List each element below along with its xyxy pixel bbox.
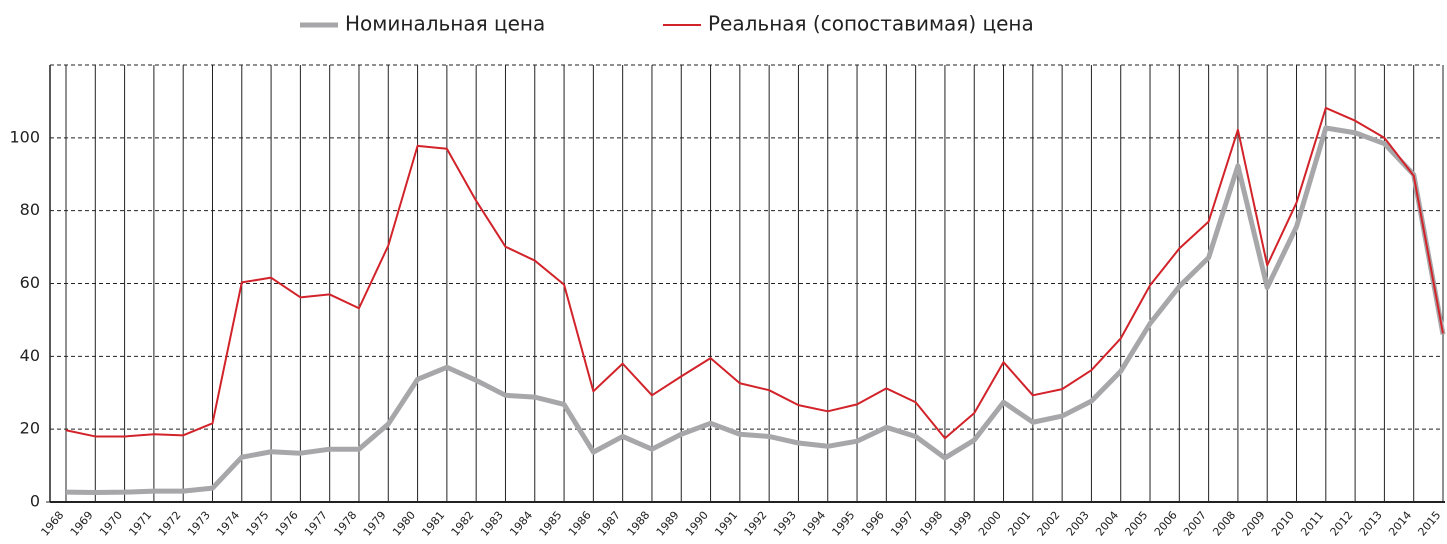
x-tick-label: 2006 <box>1152 509 1180 539</box>
x-tick-label: 1972 <box>156 509 184 539</box>
x-tick-label: 1998 <box>917 509 945 539</box>
x-tick-label: 1989 <box>654 509 682 539</box>
y-tick-label: 20 <box>20 419 40 438</box>
x-tick-label: 1970 <box>97 509 125 539</box>
x-tick-label: 1975 <box>244 509 272 539</box>
x-tick-label: 1973 <box>185 509 213 539</box>
x-tick-label: 1977 <box>302 509 330 539</box>
x-tick-label: 2009 <box>1240 509 1268 539</box>
x-tick-label: 2015 <box>1415 509 1443 539</box>
x-tick-label: 1990 <box>683 509 711 539</box>
x-tick-label: 2004 <box>1093 509 1121 539</box>
x-tick-label: 2008 <box>1210 509 1238 539</box>
x-tick-label: 1983 <box>478 509 506 539</box>
x-tick-label: 1974 <box>214 509 242 539</box>
y-tick-label: 60 <box>20 273 40 292</box>
series-line <box>65 106 1444 440</box>
x-tick-label: 1976 <box>273 509 301 539</box>
x-tick-label: 2000 <box>976 509 1004 539</box>
x-tick-label: 1981 <box>419 509 447 539</box>
x-tick-label: 1997 <box>888 509 916 539</box>
x-tick-label: 2014 <box>1386 509 1414 539</box>
series-line <box>65 125 1446 496</box>
x-tick-label: 1988 <box>624 509 652 539</box>
x-tick-label: 2013 <box>1357 509 1385 539</box>
x-tick-label: 2005 <box>1122 509 1150 539</box>
y-tick-label: 0 <box>30 492 40 511</box>
x-tick-label: 1978 <box>331 509 359 539</box>
legend-label: Реальная (сопоставимая) цена <box>708 12 1034 36</box>
x-tick-label: 2002 <box>1035 509 1063 539</box>
x-tick-label: 1969 <box>68 509 96 539</box>
x-tick-label: 1986 <box>566 509 594 539</box>
x-tick-label: 1971 <box>126 509 154 539</box>
x-tick-label: 1979 <box>361 509 389 539</box>
x-tick-label: 2011 <box>1298 509 1326 539</box>
x-tick-label: 2001 <box>1005 509 1033 539</box>
legend-label: Номинальная цена <box>345 12 545 36</box>
x-tick-label: 1985 <box>537 509 565 539</box>
x-tick-label: 1994 <box>800 509 828 539</box>
x-tick-label: 2012 <box>1328 509 1356 539</box>
y-tick-label: 40 <box>20 346 40 365</box>
x-tick-label: 2010 <box>1269 509 1297 539</box>
x-tick-label: 1980 <box>390 509 418 539</box>
x-tick-label: 2007 <box>1181 509 1209 539</box>
x-tick-label: 1987 <box>595 509 623 539</box>
x-tick-label: 1993 <box>771 509 799 539</box>
x-tick-label: 1992 <box>742 509 770 539</box>
y-tick-label: 100 <box>9 127 40 146</box>
x-tick-label: 1999 <box>947 509 975 539</box>
x-tick-label: 1995 <box>830 509 858 539</box>
x-tick-label: 2003 <box>1064 509 1092 539</box>
x-tick-label: 1996 <box>859 509 887 539</box>
x-tick-label: 1991 <box>712 509 740 539</box>
x-tick-label: 1968 <box>38 509 66 539</box>
x-tick-label: 1984 <box>507 509 535 539</box>
y-tick-label: 80 <box>20 200 40 219</box>
x-tick-label: 1982 <box>449 509 477 539</box>
